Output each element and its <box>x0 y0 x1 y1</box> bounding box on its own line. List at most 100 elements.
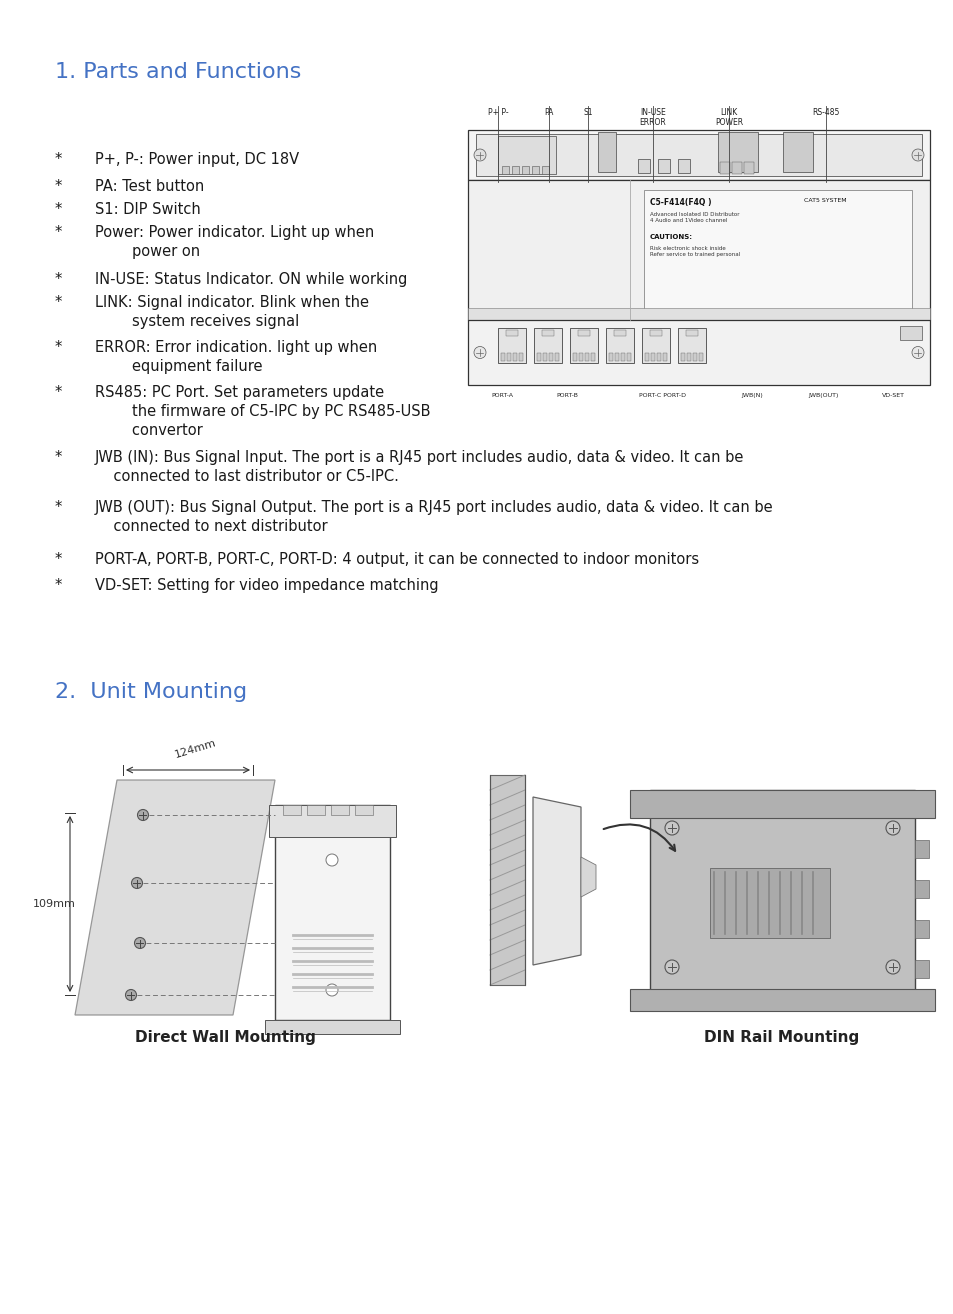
Circle shape <box>885 821 899 834</box>
Text: VD-SET: Setting for video impedance matching: VD-SET: Setting for video impedance matc… <box>95 578 438 593</box>
Text: JWB (OUT): Bus Signal Output. The port is a RJ45 port includes audio, data & vid: JWB (OUT): Bus Signal Output. The port i… <box>95 501 773 535</box>
Bar <box>686 353 690 361</box>
Bar <box>355 805 373 815</box>
Bar <box>542 353 546 361</box>
Bar <box>307 805 325 815</box>
Circle shape <box>137 809 149 820</box>
Circle shape <box>911 347 923 359</box>
Text: *: * <box>55 272 62 286</box>
Text: 109mm: 109mm <box>33 899 76 909</box>
Bar <box>629 790 934 819</box>
Bar <box>548 353 553 361</box>
Bar <box>490 775 524 986</box>
Bar <box>658 159 669 173</box>
Bar <box>265 1020 399 1034</box>
Text: PORT-C PORT-D: PORT-C PORT-D <box>638 393 685 398</box>
Bar <box>718 131 758 172</box>
Bar <box>638 159 649 173</box>
Bar <box>512 166 518 173</box>
Bar <box>541 330 554 336</box>
Bar <box>899 326 921 340</box>
Circle shape <box>126 989 136 1000</box>
Text: CAT5 SYSTEM: CAT5 SYSTEM <box>803 198 846 202</box>
Circle shape <box>664 961 679 974</box>
Bar <box>501 166 509 173</box>
Text: PORT-B: PORT-B <box>556 393 578 398</box>
Bar <box>643 191 910 311</box>
Bar <box>615 353 618 361</box>
Text: RS-485: RS-485 <box>812 108 839 117</box>
Text: 2.  Unit Mounting: 2. Unit Mounting <box>55 682 247 702</box>
Bar <box>573 353 577 361</box>
Bar <box>641 328 669 363</box>
Text: LINK
POWER: LINK POWER <box>714 108 742 126</box>
Text: S1: DIP Switch: S1: DIP Switch <box>95 202 200 217</box>
Bar <box>914 920 928 938</box>
Text: LINK: Signal indicator. Blink when the
        system receives signal: LINK: Signal indicator. Blink when the s… <box>95 296 369 330</box>
FancyBboxPatch shape <box>468 321 929 385</box>
Text: JWB(OUT): JWB(OUT) <box>808 393 838 398</box>
Bar <box>497 328 525 363</box>
Circle shape <box>911 148 923 162</box>
Text: P+ P-: P+ P- <box>487 108 508 117</box>
Text: Risk electronic shock inside
Refer service to trained personal: Risk electronic shock inside Refer servi… <box>649 246 739 258</box>
Bar <box>743 162 753 173</box>
Text: ERROR: Error indication. light up when
        equipment failure: ERROR: Error indication. light up when e… <box>95 340 376 374</box>
FancyBboxPatch shape <box>274 805 390 1020</box>
Circle shape <box>134 937 146 949</box>
FancyBboxPatch shape <box>468 130 929 180</box>
FancyBboxPatch shape <box>468 180 929 321</box>
Bar <box>598 131 616 172</box>
Text: 124mm: 124mm <box>172 738 217 759</box>
Text: *: * <box>55 225 62 240</box>
Text: PA: PA <box>543 108 553 117</box>
Text: Direct Wall Mounting: Direct Wall Mounting <box>134 1030 315 1045</box>
Text: P+, P-: Power input, DC 18V: P+, P-: Power input, DC 18V <box>95 152 299 167</box>
Text: *: * <box>55 578 62 593</box>
Text: Power: Power indicator. Light up when
        power on: Power: Power indicator. Light up when po… <box>95 225 374 259</box>
Bar <box>720 162 729 173</box>
Text: *: * <box>55 152 62 167</box>
Bar <box>678 159 689 173</box>
Bar <box>657 353 660 361</box>
Bar <box>662 353 666 361</box>
Text: *: * <box>55 385 62 399</box>
Bar <box>513 353 517 361</box>
Bar <box>731 162 741 173</box>
Bar <box>590 353 595 361</box>
Text: JWB(N): JWB(N) <box>740 393 762 398</box>
Bar <box>584 353 588 361</box>
Bar <box>650 353 655 361</box>
Circle shape <box>474 347 485 359</box>
Text: JWB (IN): Bus Signal Input. The port is a RJ45 port includes audio, data & video: JWB (IN): Bus Signal Input. The port is … <box>95 449 743 484</box>
Bar <box>500 353 504 361</box>
Bar <box>506 353 511 361</box>
Bar <box>468 307 929 321</box>
Bar <box>608 353 613 361</box>
Text: *: * <box>55 552 62 568</box>
Bar <box>569 328 598 363</box>
Text: S1: S1 <box>582 108 592 117</box>
Bar <box>283 805 301 815</box>
Text: C5-F414(F4Q ): C5-F414(F4Q ) <box>649 198 710 208</box>
Bar <box>578 330 589 336</box>
Text: CAUTIONS:: CAUTIONS: <box>649 234 692 240</box>
FancyBboxPatch shape <box>649 790 914 1005</box>
Bar <box>518 353 522 361</box>
Text: IN-USE: Status Indicator. ON while working: IN-USE: Status Indicator. ON while worki… <box>95 272 407 286</box>
Bar <box>680 353 684 361</box>
Polygon shape <box>533 798 580 964</box>
Circle shape <box>664 821 679 834</box>
Bar <box>505 330 517 336</box>
Bar <box>914 961 928 978</box>
Bar <box>644 353 648 361</box>
Text: *: * <box>55 501 62 515</box>
Text: DIN Rail Mounting: DIN Rail Mounting <box>703 1030 859 1045</box>
Text: PORT-A: PORT-A <box>491 393 513 398</box>
Circle shape <box>326 854 337 866</box>
Text: *: * <box>55 179 62 194</box>
Bar <box>692 353 697 361</box>
Bar <box>331 805 349 815</box>
Bar <box>497 137 556 173</box>
Text: PORT-A, PORT-B, PORT-C, PORT-D: 4 output, it can be connected to indoor monitors: PORT-A, PORT-B, PORT-C, PORT-D: 4 output… <box>95 552 699 568</box>
